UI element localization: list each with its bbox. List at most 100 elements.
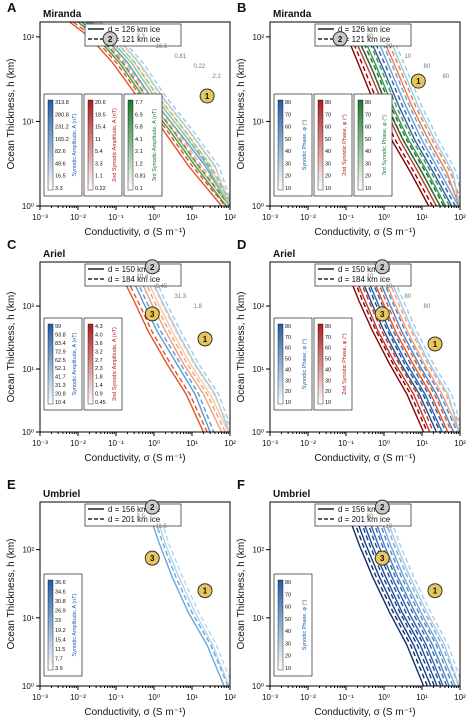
contour-annotation: 1.8: [194, 304, 203, 310]
region-marker-1: 1: [197, 583, 213, 599]
colorbar-tick: 3.9: [55, 666, 63, 672]
colorbar-tick: 34.6: [55, 590, 66, 596]
colorbar-tick: 4.3: [95, 324, 103, 330]
x-tick-label: 10⁻¹: [338, 213, 354, 222]
marker-circle: [144, 550, 160, 566]
x-tick-label: 10²: [454, 439, 466, 448]
colorbar-tick: 40: [325, 367, 331, 373]
x-tick-label: 10²: [454, 693, 466, 702]
series-0-dashed-line: [151, 504, 229, 686]
panel-title: Ariel: [273, 249, 295, 260]
y-tick-label: 10²: [252, 302, 264, 311]
region-marker-1: 1: [410, 73, 426, 89]
contour-annotation: 3.9: [137, 514, 146, 520]
contour-annotation: 16.5: [156, 44, 168, 50]
data-lines: [345, 504, 460, 686]
colorbar-tick: 50: [285, 137, 291, 143]
y-tick-label: 10⁰: [22, 428, 34, 437]
y-tick-label: 10⁰: [252, 682, 264, 691]
colorbar-tick: 10: [285, 666, 291, 672]
colorbar-label: Synodic Amplitude, A (nT): [72, 593, 78, 656]
colorbar-tick: 30: [285, 378, 291, 384]
colorbar-tick: 5.8: [135, 125, 143, 131]
colorbar-ramp: [317, 323, 324, 405]
colorbar-tick: 41.7: [55, 375, 66, 381]
y-tick-label: 10²: [22, 302, 34, 311]
series-0-solid-line: [126, 264, 211, 432]
panel-title: Miranda: [43, 9, 82, 20]
colorbar-ramp: [47, 323, 54, 405]
contour-annotation: 80: [424, 304, 431, 310]
y-axis-label: Ocean Thickness, h (km): [236, 292, 247, 403]
legend-label: d = 126 km ice: [338, 25, 391, 34]
colorbar-tick: 49.6: [55, 161, 66, 167]
marker-circle: [144, 306, 160, 322]
data-lines: [147, 504, 230, 686]
x-tick-label: 10⁻³: [32, 693, 48, 702]
x-tick-label: 10²: [224, 213, 236, 222]
contour-annotation: 80: [424, 64, 431, 70]
colorbar-tick: 313.8: [55, 100, 69, 106]
colorbar-label: 2nd Synodic Amplitude, A (nT): [112, 327, 118, 401]
colorbar-tick: 165.2: [55, 137, 69, 143]
colorbar-tick: 36.6: [55, 580, 66, 586]
colorbar-tick: 19.2: [55, 628, 66, 634]
colorbar-tick: 0.1: [135, 186, 143, 192]
colorbar-tick: 10: [325, 400, 331, 406]
colorbar-tick: 20.8: [55, 392, 66, 398]
contour-annotation: 10: [386, 524, 393, 530]
colorbar-tick: 60: [285, 346, 291, 352]
contour-annotation: 0.45: [156, 284, 168, 290]
colorbar-tick: 72.9: [55, 349, 66, 355]
colorbar-tick: 80: [325, 100, 331, 106]
colorbar-tick: 50: [365, 137, 371, 143]
y-tick-label: 10¹: [22, 614, 34, 623]
region-marker-3: 3: [374, 550, 390, 566]
x-axis-label: Conductivity, σ (S m⁻¹): [84, 227, 185, 238]
panel-letter: B: [237, 0, 246, 15]
colorbar: 80 70 60 50 40 30 20 10 Synodic Phase, φ (°): [273, 317, 313, 411]
colorbar-ramp: [277, 579, 284, 671]
x-tick-label: 10²: [454, 213, 466, 222]
colorbar-tick: 20: [285, 654, 291, 660]
colorbar-tick: 2.3: [95, 366, 103, 372]
marker-label: 2: [150, 263, 155, 272]
colorbar-tick: 50: [325, 137, 331, 143]
panel-e: E Umbriel 10⁻³ 10⁻² 10⁻¹ 10⁰ 10¹ 10² Conductivit…: [6, 477, 236, 718]
contour-annotation: 80: [367, 514, 374, 520]
x-tick-label: 10¹: [416, 439, 428, 448]
colorbar-tick: 50: [325, 357, 331, 363]
contour-annotation: 10: [386, 284, 393, 290]
marker-label: 2: [338, 35, 343, 44]
colorbar-tick: 70: [365, 112, 371, 118]
x-axis-label: Conductivity, σ (S m⁻¹): [314, 453, 415, 464]
marker-circle: [197, 331, 213, 347]
colorbar-tick: 0.9: [95, 392, 103, 398]
marker-circle: [144, 259, 160, 275]
colorbar-tick: 0.81: [135, 174, 146, 180]
panel-b: B Miranda 10⁻³ 10⁻² 10⁻¹ 10⁰ 10¹ 10² Conductivit…: [236, 0, 466, 238]
y-axis-label: Ocean Thickness, h (km): [6, 292, 17, 403]
legend-label: d = 150 km ice: [108, 265, 161, 274]
panel-c: C Ariel 10⁻³ 10⁻² 10⁻¹ 10⁰ 10¹ 10² Conductivity,…: [6, 237, 236, 464]
x-tick-label: 10⁻³: [262, 213, 278, 222]
colorbar: 20.6 18.5 15.4 11 5.4 3.3 1.1 0.22 2nd Synodic A…: [83, 93, 123, 197]
x-tick-label: 10⁻²: [70, 213, 86, 222]
x-tick-label: 10⁻²: [70, 439, 86, 448]
colorbar-tick: 7.7: [55, 656, 63, 662]
marker-label: 3: [380, 554, 385, 563]
region-marker-1: 1: [427, 336, 443, 352]
colorbar-tick: 30: [285, 641, 291, 647]
y-tick-label: 10²: [22, 546, 34, 555]
colorbar: 7.7 6.9 5.8 4.1 2.1 1.2 0.81 0.1 3rd Synodic Amp…: [123, 93, 163, 197]
legend-label: d = 121 km ice: [338, 35, 391, 44]
colorbar-tick: 3.6: [95, 341, 103, 347]
colorbar-ramp: [317, 99, 324, 191]
colorbar-tick: 83.4: [55, 341, 66, 347]
marker-label: 1: [433, 587, 438, 596]
colorbar-tick: 62.5: [55, 358, 66, 364]
